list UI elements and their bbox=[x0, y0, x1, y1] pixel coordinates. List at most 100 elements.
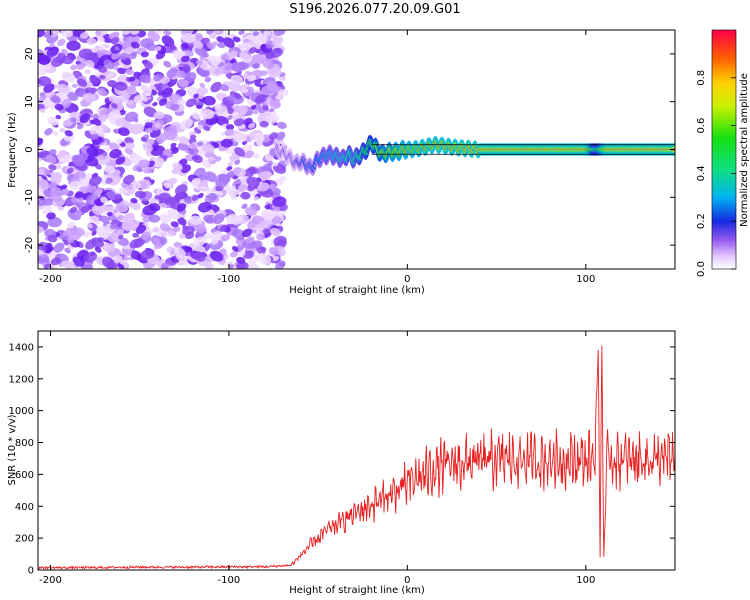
noise-blob bbox=[55, 253, 61, 259]
noise-blob bbox=[102, 242, 115, 253]
noise-blob bbox=[227, 161, 234, 167]
noise-blob bbox=[275, 95, 282, 101]
noise-blob bbox=[48, 164, 57, 171]
noise-blob bbox=[66, 167, 74, 174]
noise-blob bbox=[124, 47, 135, 55]
snr-plot-area bbox=[38, 345, 675, 570]
noise-blob bbox=[41, 245, 47, 251]
noise-blob bbox=[203, 125, 211, 132]
noise-blob bbox=[38, 226, 45, 234]
noise-blob bbox=[130, 41, 140, 49]
noise-blob bbox=[142, 87, 153, 97]
noise-blob bbox=[143, 60, 154, 70]
noise-blob bbox=[245, 206, 258, 216]
noise-blob bbox=[50, 257, 61, 266]
noise-blob bbox=[101, 257, 116, 269]
noise-blob bbox=[123, 174, 135, 185]
noise-blob bbox=[207, 157, 213, 163]
noise-blob bbox=[207, 192, 218, 201]
noise-blob bbox=[61, 184, 68, 190]
noise-blob bbox=[130, 123, 145, 134]
noise-blob bbox=[252, 153, 260, 159]
noise-blob bbox=[123, 255, 129, 261]
spectrogram-x-label: Height of straight line (km) bbox=[289, 285, 425, 296]
noise-blob bbox=[103, 147, 110, 152]
noise-blob bbox=[109, 149, 122, 159]
spectrogram-plot-area bbox=[38, 30, 675, 269]
noise-blob bbox=[221, 106, 228, 112]
noise-blob bbox=[82, 92, 96, 103]
noise-blob bbox=[194, 33, 204, 40]
noise-blob bbox=[76, 123, 84, 130]
noise-blob bbox=[220, 62, 234, 75]
noise-blob bbox=[101, 151, 108, 157]
noise-blob bbox=[220, 84, 230, 92]
noise-blob bbox=[191, 154, 204, 164]
noise-blob bbox=[211, 237, 219, 245]
noise-blob bbox=[108, 142, 120, 152]
noise-blob bbox=[154, 122, 161, 128]
noise-blob bbox=[229, 193, 238, 201]
noise-blob bbox=[196, 104, 203, 110]
noise-blob bbox=[197, 201, 212, 213]
noise-blob bbox=[256, 233, 266, 241]
noise-blob bbox=[261, 59, 274, 69]
noise-blob bbox=[184, 246, 193, 253]
noise-blob bbox=[262, 228, 271, 235]
noise-blob bbox=[90, 133, 99, 140]
noise-blob bbox=[125, 85, 137, 94]
noise-blob bbox=[86, 37, 97, 45]
noise-blob bbox=[89, 76, 101, 84]
noise-blob bbox=[259, 120, 269, 128]
noise-blob bbox=[152, 226, 160, 233]
noise-blob bbox=[59, 128, 66, 133]
noise-blob bbox=[212, 213, 225, 225]
noise-blob bbox=[234, 159, 241, 165]
colorbar-tick-label: 0.4 bbox=[696, 165, 707, 181]
noise-blob bbox=[245, 236, 255, 244]
noise-blob bbox=[104, 165, 116, 174]
noise-blob bbox=[269, 99, 281, 109]
noise-blob bbox=[122, 123, 130, 129]
noise-blob bbox=[121, 30, 132, 35]
noise-blob bbox=[163, 125, 177, 136]
noise-blob bbox=[74, 192, 84, 199]
noise-blob bbox=[240, 191, 251, 200]
spectrogram-y-label: Frequency (Hz) bbox=[7, 112, 18, 188]
noise-blob bbox=[133, 94, 144, 103]
y-tick-label: 0 bbox=[24, 146, 35, 152]
noise-blob bbox=[122, 248, 133, 257]
noise-blob bbox=[229, 251, 238, 258]
noise-blob bbox=[128, 76, 136, 82]
noise-blob bbox=[244, 150, 255, 159]
noise-blob bbox=[46, 46, 59, 58]
noise-blob bbox=[226, 95, 233, 101]
noise-blob bbox=[152, 236, 161, 244]
y-tick-label: 800 bbox=[15, 438, 34, 449]
noise-blob bbox=[277, 121, 287, 129]
noise-blob bbox=[107, 110, 121, 122]
noise-blob bbox=[232, 111, 239, 117]
noise-blob bbox=[95, 30, 102, 36]
noise-blob bbox=[149, 198, 157, 204]
noise-blob bbox=[181, 42, 189, 49]
noise-blob bbox=[126, 99, 135, 106]
noise-blob bbox=[233, 92, 242, 100]
noise-blob bbox=[48, 181, 58, 190]
noise-blob bbox=[38, 54, 51, 65]
colorbar-tick-label: 0.8 bbox=[696, 70, 707, 86]
noise-blob bbox=[201, 185, 210, 192]
noise-blob bbox=[198, 68, 211, 78]
noise-blob bbox=[261, 209, 276, 221]
noise-blob bbox=[239, 51, 252, 63]
noise-blob bbox=[117, 263, 125, 269]
y-tick-label: 10 bbox=[24, 95, 35, 108]
noise-blob bbox=[71, 83, 78, 88]
noise-blob bbox=[209, 250, 224, 262]
noise-blob bbox=[226, 165, 233, 171]
noise-blob bbox=[193, 40, 204, 49]
noise-blob bbox=[181, 66, 191, 73]
noise-blob bbox=[119, 93, 130, 103]
noise-blob bbox=[76, 152, 89, 163]
